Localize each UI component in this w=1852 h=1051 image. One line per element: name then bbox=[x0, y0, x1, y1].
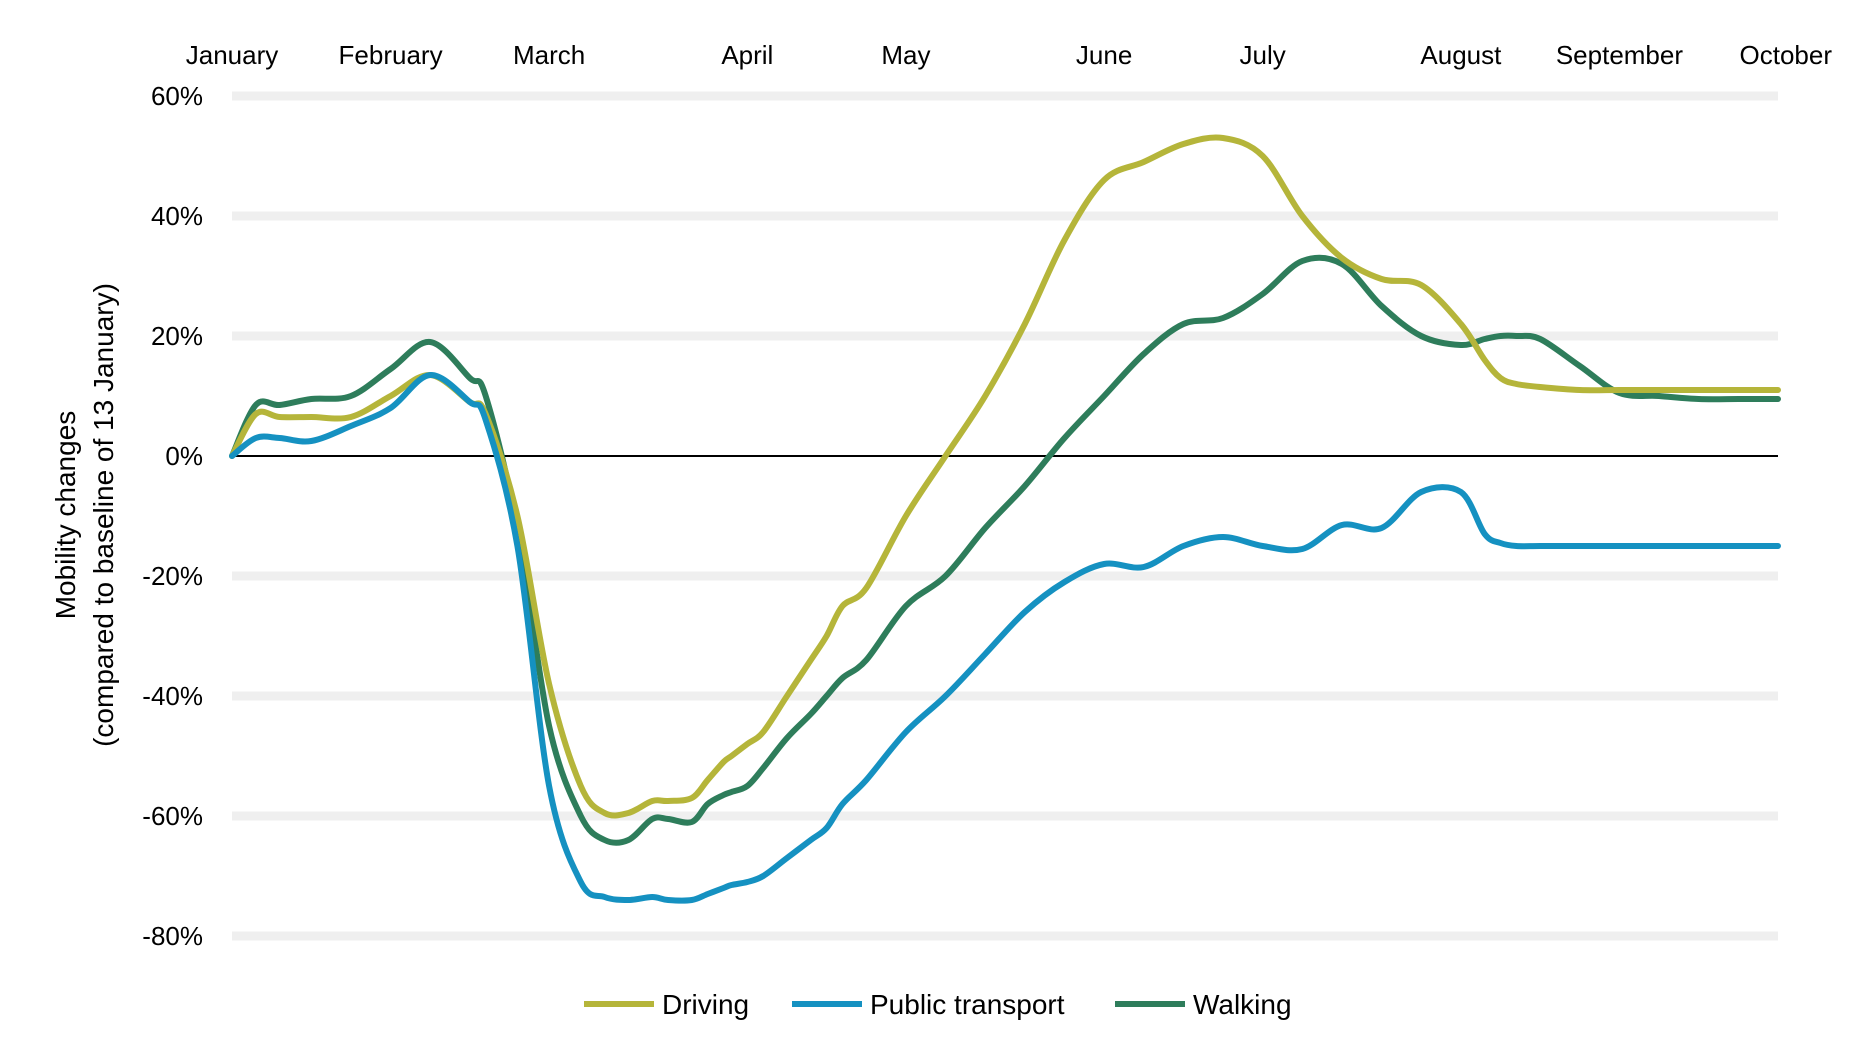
x-month-label: May bbox=[881, 40, 930, 70]
legend-label: Walking bbox=[1193, 989, 1292, 1020]
y-tick-label: 40% bbox=[151, 201, 203, 231]
y-tick-label: -20% bbox=[142, 561, 203, 591]
gridlines bbox=[232, 91, 1778, 941]
x-month-label: April bbox=[721, 40, 773, 70]
y-tick-label: 60% bbox=[151, 81, 203, 111]
y-axis-label-line1: Mobility changes bbox=[50, 411, 81, 620]
x-month-label: January bbox=[186, 40, 279, 70]
legend-label: Driving bbox=[662, 989, 749, 1020]
y-tick-label: 0% bbox=[165, 441, 203, 471]
legend: Driving Public transport Walking bbox=[584, 989, 1292, 1020]
series-line-public-transport bbox=[229, 372, 1781, 904]
x-month-label: June bbox=[1076, 40, 1132, 70]
x-month-label: September bbox=[1556, 40, 1684, 70]
x-month-label: October bbox=[1740, 40, 1833, 70]
y-tick-label: -60% bbox=[142, 801, 203, 831]
series-line-walking bbox=[229, 254, 1781, 846]
legend-label: Public transport bbox=[870, 989, 1065, 1020]
x-month-label: August bbox=[1420, 40, 1502, 70]
legend-item-public-transport: Public transport bbox=[792, 989, 1065, 1020]
legend-item-driving: Driving bbox=[584, 989, 749, 1020]
series-line-driving bbox=[229, 134, 1781, 819]
y-tick-label: -80% bbox=[142, 921, 203, 951]
x-month-label: February bbox=[339, 40, 443, 70]
series-lines bbox=[229, 134, 1781, 904]
x-month-label: March bbox=[513, 40, 585, 70]
y-tick-label: 20% bbox=[151, 321, 203, 351]
x-month-label: July bbox=[1240, 40, 1286, 70]
y-axis-label-line2: (compared to baseline of 13 January) bbox=[88, 283, 119, 747]
x-axis-month-labels: January February March April May June July Augu… bbox=[186, 40, 1833, 70]
y-tick-label: -40% bbox=[142, 681, 203, 711]
legend-item-walking: Walking bbox=[1115, 989, 1292, 1020]
y-axis-tick-labels: 60% 40% 20% 0% -20% -40% -60% -80% bbox=[142, 81, 203, 951]
